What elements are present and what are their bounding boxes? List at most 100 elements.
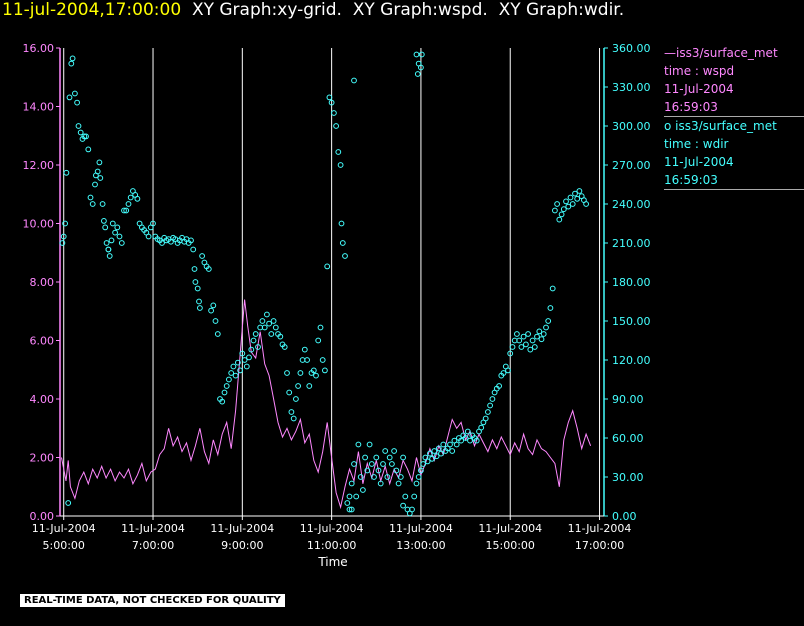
series-point-wdir (114, 224, 121, 231)
right-tick-label: 300.00 (612, 120, 651, 133)
x-tick-date: 11-Jul-2004 (300, 522, 364, 535)
series-point-wdir (518, 344, 525, 350)
series-point-wdir (106, 253, 113, 259)
series-point-wdir (284, 370, 290, 376)
series-point-wdir (342, 253, 348, 259)
series-point-wdir (304, 357, 311, 363)
series-point-wdir (102, 224, 109, 231)
series-point-wdir (134, 195, 141, 202)
series-point-wdir (427, 450, 433, 457)
series-point-wdir (335, 149, 342, 155)
series-point-wdir (72, 90, 78, 97)
series-point-wdir (389, 461, 395, 467)
x-tick-date: 11-Jul-2004 (210, 522, 274, 535)
series-point-wdir (554, 201, 560, 207)
right-tick-label: 240.00 (612, 198, 651, 211)
series-point-wdir (366, 441, 373, 448)
series-point-wdir (572, 190, 578, 197)
title-description: XY Graph:xy-grid. XY Graph:wspd. XY Grap… (181, 0, 625, 20)
series-point-wdir (353, 493, 360, 500)
x-tick-time: 11:00:00 (307, 539, 356, 552)
series-point-wdir (496, 383, 503, 389)
series-point-wdir (400, 502, 407, 509)
series-point-wdir (196, 298, 202, 305)
title-timestamp: 11-jul-2004,17:00:00 (2, 0, 182, 20)
legend-wspd-time: 16:59:03 (664, 100, 718, 114)
series-point-wdir (485, 409, 491, 415)
series-point-wdir (527, 346, 534, 353)
series-point-wdir (272, 324, 279, 331)
series-point-wdir (583, 201, 589, 207)
series-point-wdir (462, 435, 469, 441)
series-point-wdir (344, 500, 351, 506)
series-point-wdir (310, 367, 317, 374)
x-tick-time: 15:00:00 (486, 539, 535, 552)
series-point-wdir (62, 220, 68, 227)
series-point-wdir (96, 159, 103, 166)
x-tick-date: 11-Jul-2004 (32, 522, 96, 535)
series-point-wdir (337, 162, 344, 168)
series-point-wdir (413, 480, 420, 487)
legend-wdir-name: o iss3/surface_met (664, 119, 777, 133)
series-line-wspd (61, 299, 592, 510)
series-point-wdir (397, 474, 404, 480)
series-point-wdir (449, 448, 456, 454)
series-point-wdir (281, 344, 288, 350)
right-tick-label: 360.00 (612, 42, 651, 55)
series-point-wdir (424, 458, 431, 465)
series-point-wdir (208, 307, 215, 314)
left-tick-label: 12.00 (23, 159, 55, 172)
right-tick-label: 210.00 (612, 237, 651, 250)
series-point-wdir (205, 266, 212, 272)
series-point-wdir (565, 203, 572, 210)
series-point-wdir (317, 324, 324, 331)
series-point-wdir (228, 370, 235, 376)
x-axis-label: Time (317, 555, 347, 569)
series-point-wdir (191, 266, 198, 272)
series-point-wdir (458, 437, 465, 444)
series-point-wdir (145, 233, 152, 240)
series-point-wdir (295, 383, 302, 389)
series-point-wdir (103, 240, 110, 246)
series-point-wdir (464, 428, 471, 435)
legend-wdir-var: time : wdir (664, 137, 729, 151)
series-point-wdir (108, 237, 115, 244)
series-point-wdir (558, 211, 565, 218)
series-point-wdir (219, 398, 226, 405)
left-tick-label: 14.00 (23, 101, 55, 114)
series-point-wdir (368, 461, 375, 467)
series-point-wdir (440, 441, 447, 448)
series-point-wdir (60, 233, 67, 240)
series-point-wdir (346, 506, 353, 513)
series-point-wdir (188, 237, 194, 244)
series-point-wdir (375, 467, 382, 474)
series-point-wdir (232, 372, 239, 379)
series-point-wdir (127, 194, 134, 201)
series-point-wdir (241, 357, 248, 363)
series-point-wdir (259, 318, 266, 324)
series-point-wdir (543, 324, 549, 331)
series-point-wdir (92, 181, 98, 188)
right-tick-label: 150.00 (612, 315, 651, 328)
series-point-wdir (59, 240, 66, 246)
right-tick-label: 180.00 (612, 276, 651, 289)
series-point-wdir (574, 195, 581, 202)
right-tick-label: 270.00 (612, 159, 651, 172)
series-point-wdir (192, 279, 199, 285)
series-point-wdir (322, 367, 328, 374)
series-point-wdir (400, 454, 407, 461)
x-tick-time: 13:00:00 (396, 539, 445, 552)
quality-warning: REAL-TIME DATA, NOT CHECKED FOR QUALITY (20, 594, 285, 607)
series-point-wdir (386, 454, 393, 461)
x-tick-time: 7:00:00 (132, 539, 174, 552)
series-point-wdir (313, 372, 319, 379)
series-point-wdir (534, 333, 540, 340)
right-tick-label: 120.00 (612, 354, 651, 367)
series-point-wdir (97, 175, 104, 181)
legend-wspd-date: 11-Jul-2004 (664, 82, 734, 96)
series-point-wdir (384, 474, 391, 480)
series-point-wdir (351, 77, 357, 84)
series-point-wdir (237, 367, 244, 374)
series-point-wdir (409, 506, 415, 513)
series-point-wdir (453, 441, 460, 448)
